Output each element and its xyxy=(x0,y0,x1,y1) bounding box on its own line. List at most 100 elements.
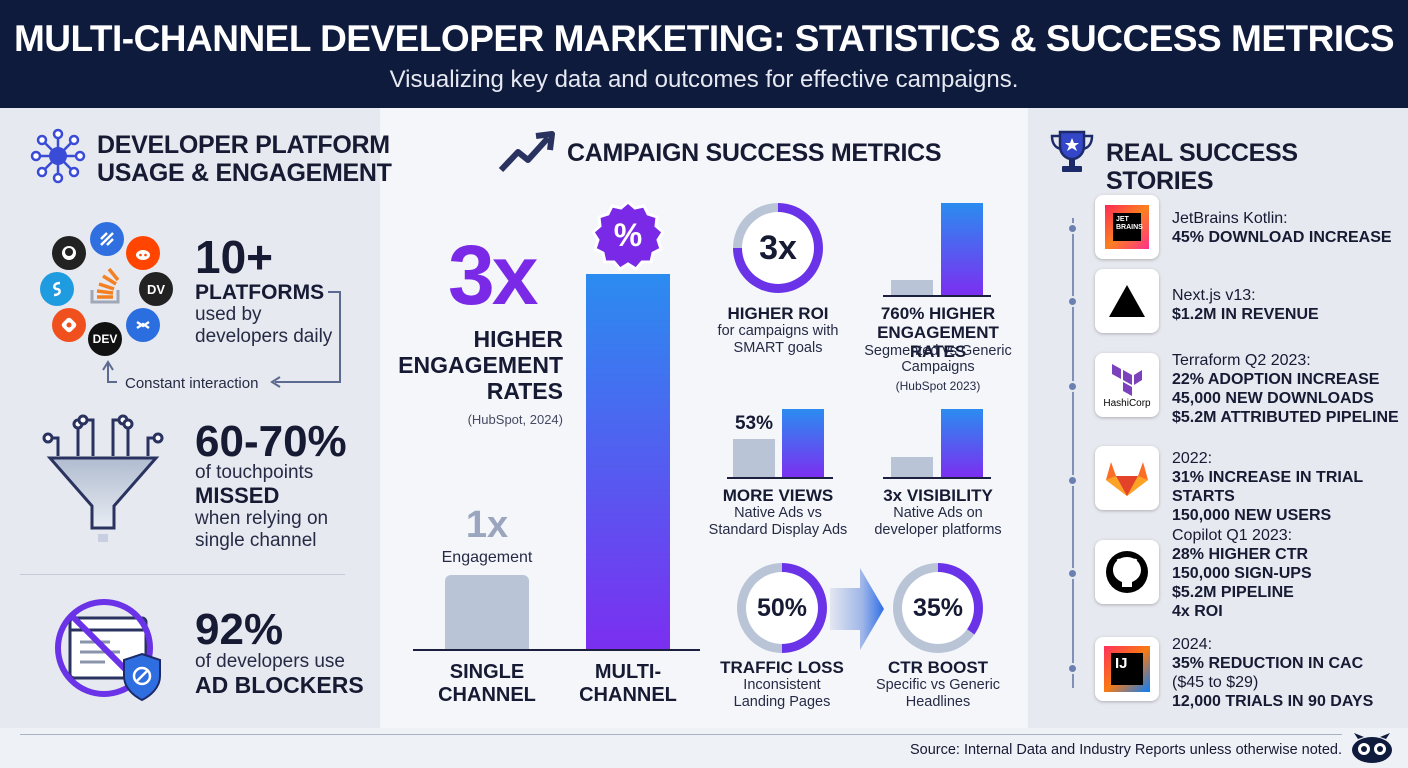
visibility-baseline xyxy=(883,477,991,479)
timeline-line xyxy=(1072,218,1074,688)
footer-divider xyxy=(20,734,1342,735)
hero-baseline xyxy=(413,649,700,651)
single-value: 1x xyxy=(465,504,509,546)
right-title: REAL SUCCESS STORIES xyxy=(1106,139,1298,195)
engagement-source: (HubSpot 2023) xyxy=(895,379,981,393)
roi-value: 3x xyxy=(742,212,814,284)
hashnode-icon xyxy=(52,308,86,342)
visibility-sub1: Native Ads on xyxy=(893,505,983,521)
story-line: 31% INCREASE IN TRIAL STARTS xyxy=(1172,469,1363,505)
story-line: 45% DOWNLOAD INCREASE xyxy=(1172,229,1392,246)
hero-source: (HubSpot, 2024) xyxy=(467,412,563,427)
multi-label1: MULTI- xyxy=(594,661,662,683)
platforms-desc2: developers daily xyxy=(195,326,333,347)
story-intellij: 2024: 35% REDUCTION IN CAC ($45 to $29) … xyxy=(1172,635,1402,711)
gitlab-logo xyxy=(1095,446,1159,510)
percent-badge-label: % xyxy=(613,217,643,253)
segmented-campaign-bar xyxy=(941,203,983,295)
ctr-sub1: Specific vs Generic xyxy=(875,677,1001,693)
right-panel xyxy=(1028,108,1408,728)
story-head: 2024: xyxy=(1172,636,1213,653)
story-head: 2022: xyxy=(1172,450,1213,467)
views-value: 53% xyxy=(734,413,774,434)
timeline-dot xyxy=(1067,475,1078,486)
stackshare-icon xyxy=(40,272,74,306)
engagement-baseline xyxy=(883,295,991,297)
timeline-dot xyxy=(1067,568,1078,579)
views-baseline xyxy=(727,477,833,479)
page-subtitle: Visualizing key data and outcomes for ef… xyxy=(389,66,1019,93)
single-label2: CHANNEL xyxy=(438,684,536,706)
intellij-logo: IJ xyxy=(1095,637,1159,701)
hashicorp-logo-text: HashiCorp xyxy=(1103,397,1151,409)
story-nextjs: Next.js v13: $1.2M IN REVENUE xyxy=(1172,286,1402,324)
github-icon xyxy=(52,236,86,270)
touchpoints-line3: single channel xyxy=(195,530,317,551)
roi-title: HIGHER ROI xyxy=(727,304,829,323)
display-ads-bar xyxy=(733,439,775,477)
engagement-title2: ENGAGEMENT RATES xyxy=(877,323,999,361)
story-head: Terraform Q2 2023: xyxy=(1172,352,1311,369)
middle-title: CAMPAIGN SUCCESS METRICS xyxy=(567,139,942,167)
traffic-ring: 50% xyxy=(737,563,827,653)
stackoverflow-icon xyxy=(86,262,126,306)
story-line: $5.2M PIPELINE xyxy=(1172,584,1294,601)
reddit-icon xyxy=(126,236,160,270)
loop-label: Constant interaction xyxy=(125,375,259,392)
story-terraform: Terraform Q2 2023: 22% ADOPTION INCREASE… xyxy=(1172,351,1402,427)
left-title-line2: USAGE & ENGAGEMENT xyxy=(97,159,392,187)
story-line: 22% ADOPTION INCREASE xyxy=(1172,371,1380,388)
roi-sub2: SMART goals xyxy=(733,340,823,356)
story-line: 35% REDUCTION IN CAC xyxy=(1172,655,1364,672)
single-caption: Engagement xyxy=(441,549,533,566)
roi-ring: 3x xyxy=(733,203,823,293)
traffic-sub2: Landing Pages xyxy=(733,694,831,710)
nextjs-logo xyxy=(1095,269,1159,333)
page-title: MULTI-CHANNEL DEVELOPER MARKETING: STATI… xyxy=(13,18,1395,59)
timeline-dot xyxy=(1067,296,1078,307)
brand-mascot-icon xyxy=(1352,733,1392,763)
story-line: $5.2M ATTRIBUTED PIPELINE xyxy=(1172,409,1399,426)
jetbrains-logo: JET BRAINS xyxy=(1095,195,1159,259)
adblock-emph: AD BLOCKERS xyxy=(195,672,364,698)
ctr-value: 35% xyxy=(902,572,974,644)
platforms-label: PLATFORMS xyxy=(195,281,325,304)
story-head: Next.js v13: xyxy=(1172,287,1256,304)
platforms-value: 10+ xyxy=(195,231,274,283)
visibility-sub2: developer platforms xyxy=(874,522,1002,538)
linear-icon xyxy=(90,222,124,256)
ctr-ring: 35% xyxy=(893,563,983,653)
hero-value: 3x xyxy=(448,228,538,322)
intellij-logo-text: IJ xyxy=(1111,653,1143,685)
ctr-title: CTR BOOST xyxy=(887,658,989,677)
story-copilot: Copilot Q1 2023: 28% HIGHER CTR 150,000 … xyxy=(1172,526,1402,621)
story-head: JetBrains Kotlin: xyxy=(1172,210,1288,227)
story-gitlab: 2022: 31% INCREASE IN TRIAL STARTS 150,0… xyxy=(1172,449,1402,525)
touchpoints-value: 60-70% xyxy=(195,417,347,466)
ctr-sub2: Headlines xyxy=(905,694,971,710)
traffic-sub1: Inconsistent xyxy=(743,677,821,693)
story-line: $1.2M IN REVENUE xyxy=(1172,306,1319,323)
single-channel-bar xyxy=(445,575,529,649)
traffic-title: TRAFFIC LOSS xyxy=(720,658,844,677)
timeline-dot xyxy=(1067,223,1078,234)
github-logo xyxy=(1095,540,1159,604)
producthunt-icon xyxy=(126,308,160,342)
standard-visibility-bar xyxy=(891,457,933,477)
timeline-dot xyxy=(1067,381,1078,392)
left-divider xyxy=(20,574,345,575)
trophy-icon xyxy=(1050,130,1094,172)
roi-sub1: for campaigns with xyxy=(717,323,839,339)
adblock-value: 92% xyxy=(195,605,284,654)
story-line: 150,000 NEW USERS xyxy=(1172,507,1332,524)
single-label1: SINGLE xyxy=(449,661,525,683)
timeline-dot xyxy=(1067,663,1078,674)
story-line: 28% HIGHER CTR xyxy=(1172,546,1309,563)
network-icon xyxy=(30,128,86,184)
engagement-sub2: Campaigns xyxy=(901,359,975,375)
traffic-value: 50% xyxy=(746,572,818,644)
arrow-right-icon xyxy=(830,568,884,650)
story-line: 150,000 SIGN-UPS xyxy=(1172,565,1312,582)
generic-campaign-bar xyxy=(891,280,933,295)
multi-channel-bar xyxy=(586,274,670,649)
